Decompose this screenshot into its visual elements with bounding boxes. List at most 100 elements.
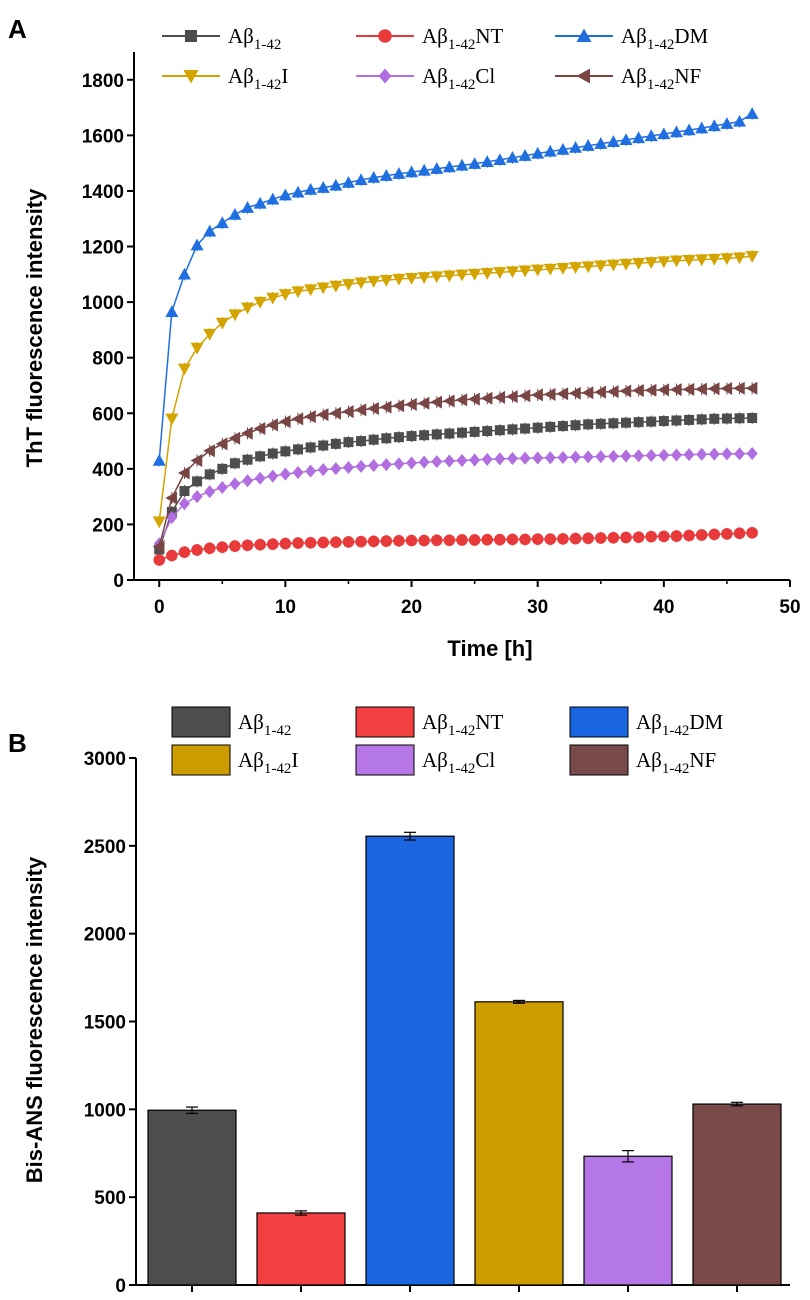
chart-a-data-point (507, 424, 518, 435)
chart-b-legend-item-2: Aβ1-42DM (569, 706, 724, 739)
chart-a-y-tick-label: 1800 (82, 71, 124, 92)
chart-b-legend-label: Aβ1-42NF (636, 748, 716, 777)
chart-a-data-point (241, 201, 255, 213)
chart-a-data-point (569, 262, 583, 274)
chart-a-data-point (165, 305, 179, 318)
chart-a-data-point (253, 196, 267, 209)
chart-a-data-point (557, 421, 568, 432)
chart-a-data-point (646, 416, 657, 427)
chart-a-series-0 (154, 411, 758, 556)
chart-a-data-point (442, 394, 455, 408)
chart-a-data-point (582, 532, 594, 545)
chart-a-data-point (456, 454, 468, 468)
chart-b-legend-label: Aβ1-42DM (636, 710, 724, 739)
chart-a-data-point (431, 429, 442, 440)
chart-a-data-point (544, 451, 556, 465)
chart-a-data-point (217, 463, 228, 474)
chart-a-data-point (368, 459, 380, 473)
chart-a-data-point (278, 289, 292, 301)
chart-a-data-point (279, 537, 292, 550)
chart-a-data-point (430, 534, 443, 547)
chart-a-series-1 (153, 526, 758, 566)
chart-a-data-point (241, 426, 253, 440)
chart-a-data-point (316, 282, 330, 295)
chart-a-data-point (379, 274, 393, 287)
chart-a-data-point (669, 255, 683, 268)
chart-a-data-point (430, 395, 442, 409)
chart-a-data-point (595, 450, 607, 464)
chart-a-legend-label: Aβ1-42NT (422, 24, 504, 53)
chart-b-error-bar-4 (622, 1150, 634, 1163)
chart-a-data-point (341, 176, 355, 188)
chart-a-data-point (342, 536, 355, 548)
chart-a-series-line (158, 387, 753, 547)
chart-a-data-point (343, 437, 354, 448)
chart-a-data-point (392, 273, 406, 286)
chart-a-data-point (684, 414, 695, 425)
chart-a-legend-marker (378, 29, 392, 43)
chart-a-data-point (291, 412, 304, 426)
chart-a-data-point (607, 531, 620, 544)
chart-a-data-point (228, 208, 242, 220)
chart-a-data-point (255, 451, 266, 462)
chart-a-data-point (368, 434, 379, 445)
chart-a-data-point (292, 537, 304, 549)
chart-b-y-tick-label: 1000 (84, 1100, 126, 1121)
chart-a-data-point (266, 192, 280, 205)
chart-a-data-point (191, 544, 203, 556)
chart-a-data-point (153, 554, 166, 566)
chart-b-y-tick-label: 500 (94, 1188, 126, 1209)
chart-a-data-point (444, 428, 455, 439)
chart-a-data-point (520, 423, 531, 434)
chart-a-data-point (417, 396, 430, 410)
chart-a-data-point (696, 447, 708, 461)
chart-a-data-point (442, 270, 456, 283)
chart-a-data-point (457, 427, 467, 438)
chart-a-data-point (380, 535, 393, 547)
chart-a-data-point (443, 454, 455, 468)
chart-a-data-point (658, 416, 669, 427)
chart-a-data-point (242, 454, 253, 465)
chart-a-data-point (267, 448, 278, 459)
chart-a-legend-marker (183, 70, 199, 84)
chart-a-data-point (493, 267, 507, 279)
chart-a-data-point (518, 265, 532, 278)
chart-a-data-point (278, 188, 292, 201)
chart-a-data-point (405, 534, 418, 547)
chart-a-legend-item-5: Aβ1-42NF (555, 64, 701, 93)
chart-a-data-point (468, 534, 481, 546)
chart-a-data-point (493, 390, 506, 404)
chart-a-data-point (279, 467, 291, 481)
chart-a-data-point (266, 418, 278, 432)
chart-a-data-point (329, 280, 343, 293)
chart-a-data-point (581, 386, 594, 400)
chart-a-data-point (356, 436, 367, 447)
chart-a-data-point (166, 510, 178, 524)
chart-a-data-point (480, 268, 494, 280)
chart-b-legend-swatch (569, 744, 629, 776)
chart-a-data-point (657, 127, 671, 140)
chart-a-data-point (330, 462, 342, 476)
chart-a-data-point (518, 149, 532, 161)
chart-a-data-point (720, 117, 734, 129)
chart-a-data-point (747, 412, 758, 423)
chart-a-data-point (405, 165, 419, 178)
chart-a-data-point (455, 393, 468, 407)
chart-b-y-tick-label: 2000 (84, 925, 126, 946)
chart-a-data-point (392, 167, 406, 179)
chart-a-legend-item-1: Aβ1-42NT (356, 24, 504, 53)
chart-a-data-point (393, 432, 404, 443)
chart-a-data-point (253, 422, 266, 436)
chart-a-data-point (316, 408, 329, 422)
chart-a-data-point (430, 271, 444, 284)
chart-b-legend-item-3: Aβ1-42I (171, 744, 298, 777)
chart-a-data-point (594, 260, 608, 273)
chart-a-data-point (632, 131, 646, 144)
chart-a-data-point (532, 451, 544, 465)
chart-b-bar-1 (256, 1212, 346, 1286)
chart-a-series-4 (153, 447, 758, 551)
chart-a-data-point (215, 437, 228, 451)
chart-a-data-point (734, 413, 745, 424)
chart-a-data-point (720, 382, 733, 396)
